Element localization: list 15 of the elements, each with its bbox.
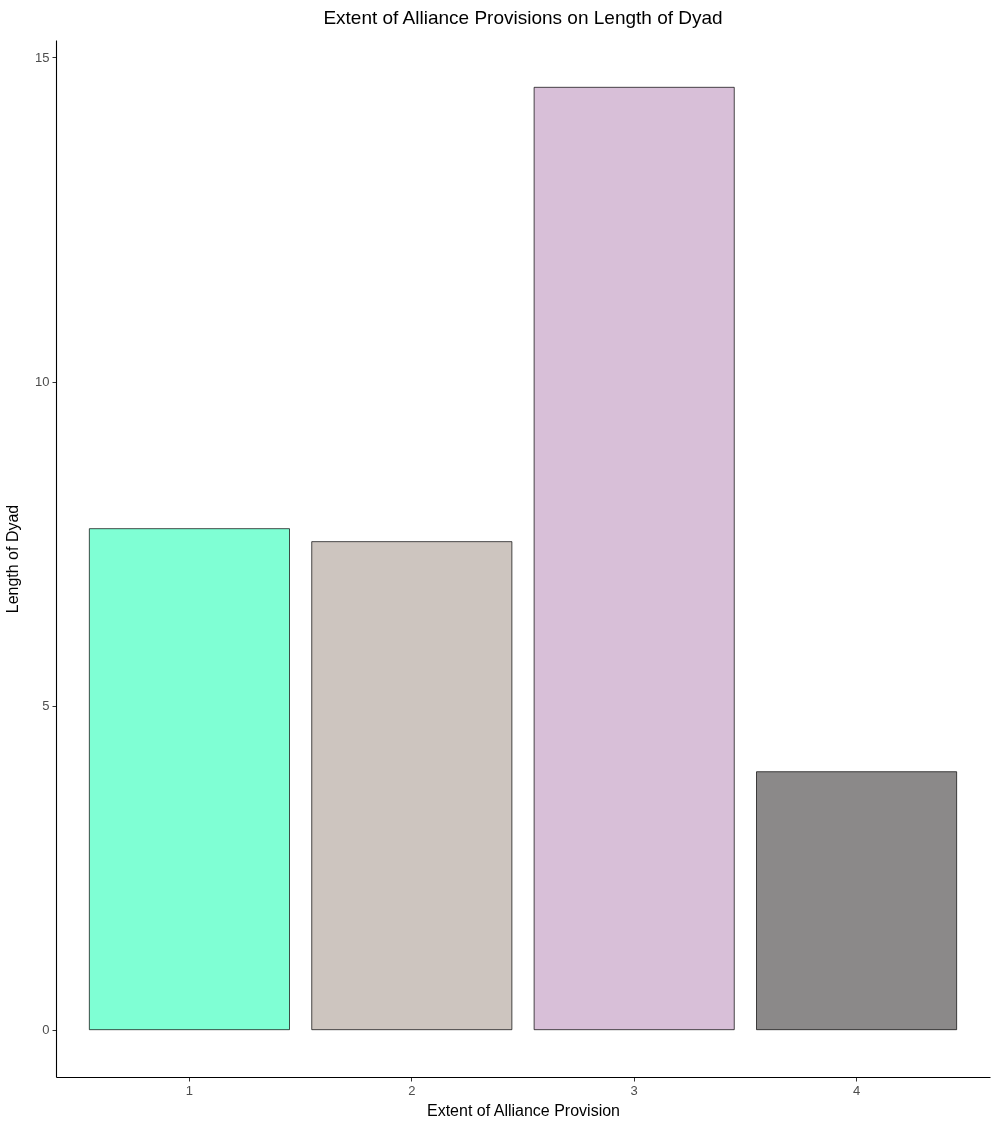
- chart-title: Extent of Alliance Provisions on Length of Dyad: [323, 7, 723, 28]
- y-tick-label: 10: [35, 374, 50, 390]
- y-axis-title: Length of Dyad: [4, 504, 22, 614]
- y-tick-label: 0: [42, 1022, 50, 1038]
- bar: [533, 86, 735, 1031]
- x-axis-title: Extent of Alliance Provision: [427, 1101, 620, 1119]
- bar: [89, 528, 290, 1031]
- x-tick-label: 2: [408, 1082, 416, 1098]
- bar: [756, 771, 957, 1031]
- x-tick-label: 1: [185, 1082, 194, 1098]
- bar: [311, 541, 513, 1031]
- x-tick-label: 4: [852, 1082, 861, 1098]
- x-tick-label: 3: [630, 1082, 638, 1098]
- y-tick-label: 15: [35, 50, 50, 65]
- y-tick-label: 5: [42, 698, 50, 714]
